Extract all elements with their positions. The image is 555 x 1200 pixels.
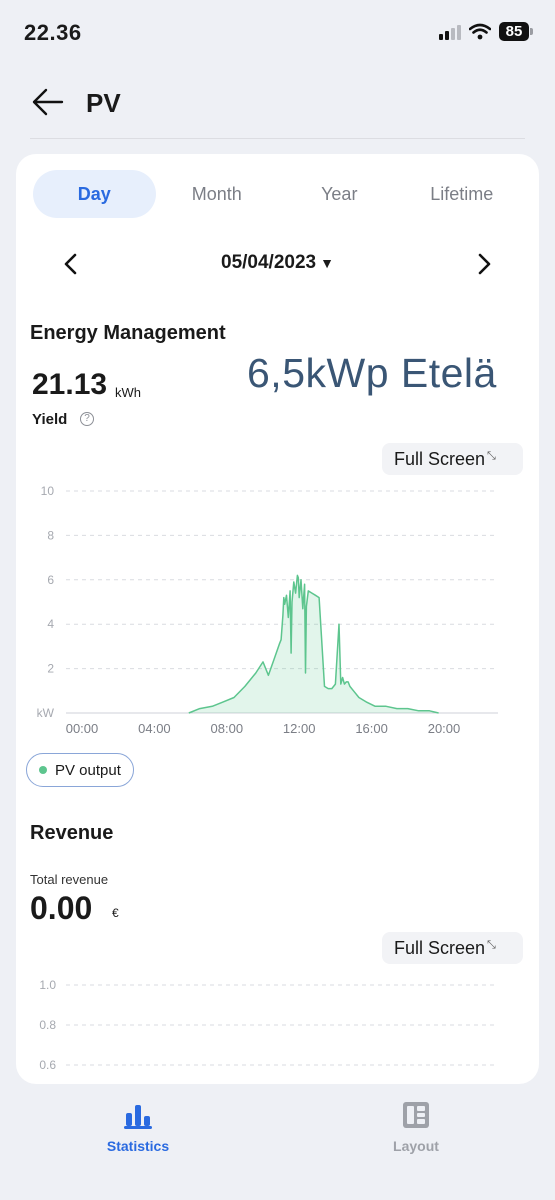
x-tick-label: 20:00 <box>428 721 461 736</box>
back-arrow-icon[interactable] <box>30 86 66 118</box>
fullscreen-label: Full Screen <box>394 449 486 469</box>
total-revenue-label: Total revenue <box>30 872 109 887</box>
chevron-right-icon[interactable] <box>473 252 495 276</box>
expand-icon: ⤡ <box>487 450 496 462</box>
battery-level: 85 <box>499 22 529 41</box>
nav-statistics[interactable]: Statistics <box>68 1100 208 1154</box>
revenue-unit: € <box>112 906 119 920</box>
overlay-annotation: 6,5kWp Etelä <box>247 350 497 396</box>
y-tick-label: 1.0 <box>39 978 56 992</box>
nav-layout[interactable]: Layout <box>346 1100 486 1154</box>
yield-value: 21.13 <box>32 368 108 401</box>
status-bar: 22.36 85 <box>0 0 555 66</box>
statistics-card: Day Month Year Lifetime 05/04/2023 ▼ Ener… <box>16 154 539 1084</box>
y-tick-label: 8 <box>47 528 54 542</box>
expand-icon: ⤡ <box>487 939 496 951</box>
x-tick-label: 08:00 <box>211 721 244 736</box>
tab-year[interactable]: Year <box>321 183 358 204</box>
tab-month[interactable]: Month <box>191 183 242 204</box>
date-value: 05/04/2023 <box>221 252 317 273</box>
y-tick-label: 4 <box>47 617 54 631</box>
revenue-title: Revenue <box>30 822 114 844</box>
pv-output-line <box>188 574 439 714</box>
chevron-left-icon[interactable] <box>60 252 82 276</box>
page-title: PV <box>86 88 121 118</box>
page-header: PV <box>0 78 555 128</box>
wifi-icon <box>469 23 491 40</box>
nav-layout-label: Layout <box>393 1138 439 1154</box>
legend-pv-output[interactable]: PV output <box>26 753 134 787</box>
legend-dot <box>39 766 47 774</box>
pv-output-chart: 10 8 6 4 2 kW 00:00 04:00 08:00 12:00 16:00 20:00 <box>37 484 498 736</box>
revenue-chart: 1.0 0.8 0.6 <box>39 978 498 1072</box>
x-tick-label: 16:00 <box>355 721 388 736</box>
legend-label: PV output <box>55 761 121 779</box>
y-tick-label: 2 <box>47 662 54 676</box>
y-tick-label: 0.6 <box>39 1058 56 1072</box>
header-divider <box>30 138 525 139</box>
energy-fullscreen-button[interactable]: Full Screen ⤡ <box>382 443 523 475</box>
x-tick-label: 12:00 <box>283 721 316 736</box>
fullscreen-label: Full Screen <box>394 938 486 958</box>
bottom-navigation: Statistics Layout <box>0 1084 555 1200</box>
tab-day[interactable]: Day <box>33 170 156 218</box>
caret-down-icon: ▼ <box>320 255 334 271</box>
bar-chart-icon <box>124 1105 152 1129</box>
status-time: 22.36 <box>24 20 82 45</box>
layout-icon <box>403 1102 429 1128</box>
x-tick-label: 04:00 <box>138 721 171 736</box>
period-tabs: Day Month Year Lifetime <box>33 170 523 218</box>
y-unit-label: kW <box>37 706 55 720</box>
nav-statistics-label: Statistics <box>106 1138 170 1154</box>
total-revenue-value: 0.00 <box>30 890 93 926</box>
date-navigator: 05/04/2023 ▼ <box>16 246 539 282</box>
info-icon[interactable]: ? <box>80 412 94 426</box>
status-icons: 85 <box>439 22 533 41</box>
cellular-signal-icon <box>439 24 461 40</box>
date-picker[interactable]: 05/04/2023 ▼ <box>16 252 539 274</box>
tab-lifetime[interactable]: Lifetime <box>430 183 494 204</box>
y-tick-label: 10 <box>41 484 55 498</box>
x-tick-label: 00:00 <box>66 721 99 736</box>
battery-icon: 85 <box>499 22 533 41</box>
yield-unit: kWh <box>115 385 141 400</box>
revenue-fullscreen-button[interactable]: Full Screen ⤡ <box>382 932 523 964</box>
pv-output-area <box>188 575 439 713</box>
y-tick-label: 0.8 <box>39 1018 56 1032</box>
y-tick-label: 6 <box>47 573 54 587</box>
yield-label: Yield <box>32 411 68 428</box>
energy-management-title: Energy Management <box>30 322 226 344</box>
